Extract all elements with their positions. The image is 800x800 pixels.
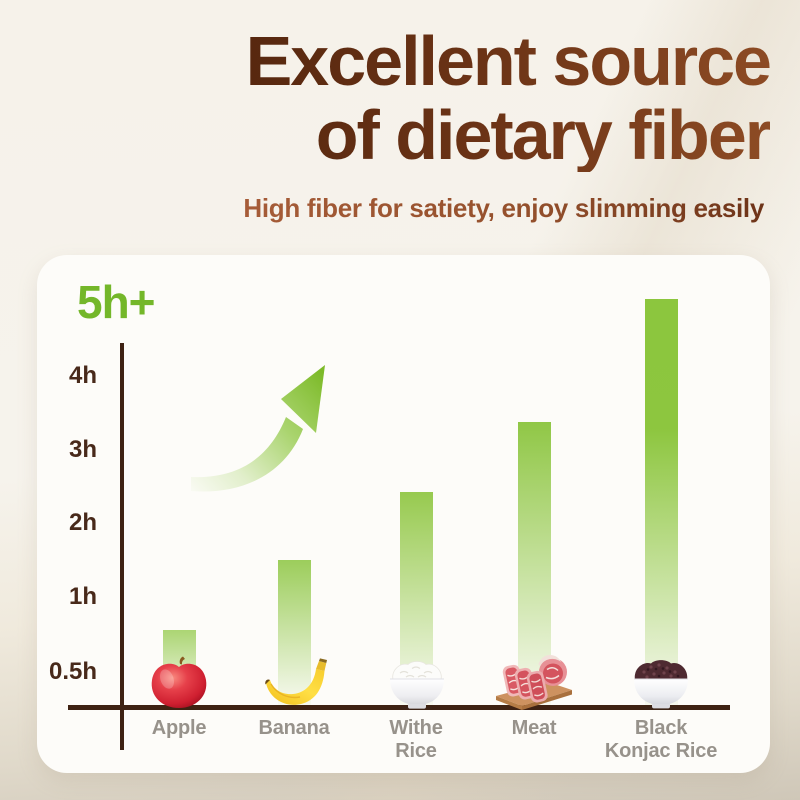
page-title-line2: of dietary fiber (315, 96, 770, 174)
page-title-line1: Excellent source (245, 22, 770, 100)
page-subtitle: High fiber for satiety, enjoy slimming e… (243, 193, 764, 223)
black-konjac-rice-bowl-image (634, 660, 688, 710)
category-label-meat: Meat (511, 717, 557, 739)
y-tick-0-5h: 0.5h (48, 658, 97, 685)
bar-banana (278, 560, 311, 705)
category-label-banana: Banana (258, 717, 330, 739)
y-tick-1h: 1h (68, 583, 97, 610)
y-tick-3h: 3h (68, 436, 97, 463)
x-axis-line (68, 705, 730, 710)
growth-arrow-icon (191, 365, 325, 492)
white-rice-bowl-image (390, 661, 444, 710)
y-axis-line (120, 343, 124, 750)
category-label-black-konjac-rice: Black Konjac Rice (604, 717, 718, 762)
category-label-apple: Apple (151, 717, 207, 739)
meat-image (496, 655, 572, 710)
bar-black-konjac-rice (645, 299, 678, 705)
page-title: Excellent source of dietary fiber (246, 24, 770, 172)
y-tick-4h: 4h (68, 362, 97, 389)
y-tick-2h: 2h (68, 509, 97, 536)
apple-image (151, 656, 207, 710)
banana-image (265, 658, 327, 710)
chart-panel: 5h+ 4h 3h 2h 1h 0.5h (37, 255, 770, 773)
y-axis-top-label: 5h+ (77, 276, 156, 328)
category-label-withe-rice: Withe Rice (389, 717, 443, 762)
